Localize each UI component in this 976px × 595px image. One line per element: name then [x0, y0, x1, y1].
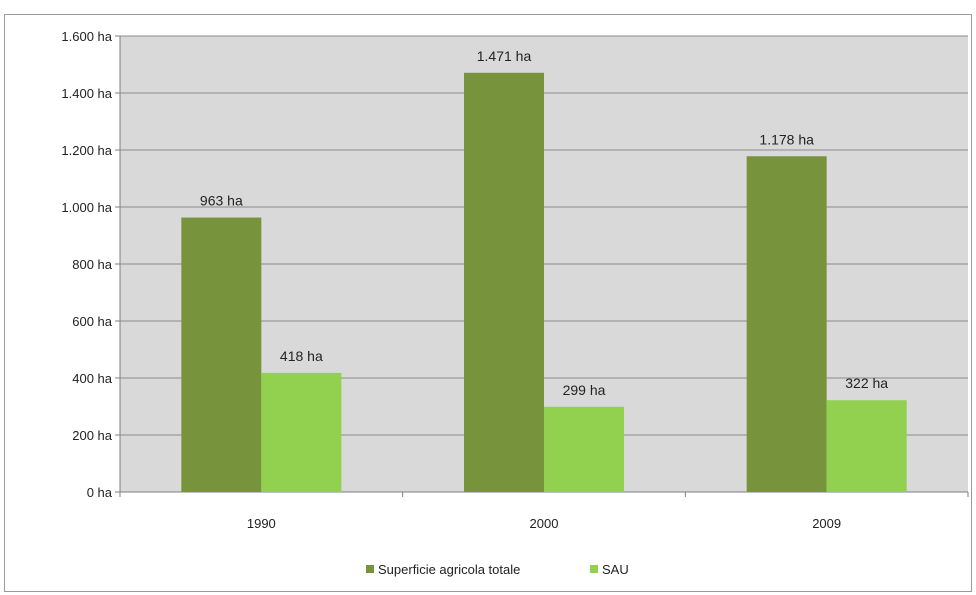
y-tick-label: 1.600 ha [61, 29, 112, 44]
bar-superficie-agricola-totale [464, 72, 544, 492]
x-category-label: 2009 [812, 516, 841, 531]
bar-superficie-agricola-totale [181, 217, 262, 493]
bar-superficie-agricola-totale [746, 156, 827, 492]
data-label: 299 ha [563, 382, 606, 398]
y-tick-label: 1.000 ha [61, 200, 112, 215]
x-category-label: 1990 [247, 516, 276, 531]
y-tick-label: 1.400 ha [61, 86, 112, 101]
data-label: 1.178 ha [759, 131, 814, 147]
y-tick-label: 400 ha [72, 371, 113, 386]
y-tick-label: 0 ha [87, 485, 113, 500]
y-tick-label: 600 ha [72, 314, 113, 329]
data-label: 1.471 ha [477, 48, 532, 64]
legend-swatch [366, 565, 374, 573]
y-tick-label: 1.200 ha [61, 143, 112, 158]
legend-label: Superficie agricola totale [378, 562, 520, 577]
bar-sau [261, 372, 342, 492]
data-labels: 963 ha 418 ha 1.471 ha 299 ha 1.178 ha 322 ha [200, 48, 888, 398]
bar-sau [826, 400, 907, 492]
data-label: 418 ha [280, 348, 323, 364]
y-tick-label: 200 ha [72, 428, 113, 443]
y-tick-label: 800 ha [72, 257, 113, 272]
legend: Superficie agricola totale SAU [366, 562, 629, 577]
legend-label: SAU [602, 562, 629, 577]
data-label: 322 ha [845, 375, 888, 391]
data-label: 963 ha [200, 193, 243, 209]
bars [181, 72, 907, 493]
x-category-label: 2000 [530, 516, 559, 531]
bar-sau [544, 406, 624, 492]
legend-swatch [590, 565, 598, 573]
